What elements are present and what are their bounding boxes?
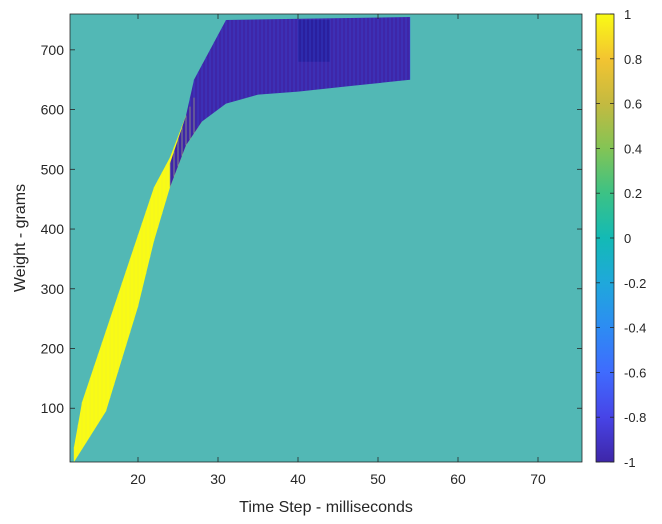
colorbar-tick-label: 0.4 bbox=[624, 141, 642, 156]
x-axis-ticks: 20 30 40 50 60 70 bbox=[130, 14, 546, 487]
y-axis-ticks: 100 200 300 400 500 600 700 bbox=[41, 42, 582, 416]
y-tick-label: 200 bbox=[41, 341, 65, 357]
colorbar-tick-label: -1 bbox=[624, 455, 636, 470]
x-tick-label: 70 bbox=[530, 471, 546, 487]
colorbar-tick-label: -0.4 bbox=[624, 321, 646, 336]
heatmap-streaks bbox=[73, 16, 411, 462]
colorbar-tick-label: 1 bbox=[624, 7, 631, 22]
y-tick-label: 100 bbox=[41, 400, 65, 416]
x-tick-label: 20 bbox=[130, 471, 146, 487]
y-tick-label: 300 bbox=[41, 281, 65, 297]
y-tick-label: 600 bbox=[41, 102, 65, 118]
y-tick-label: 500 bbox=[41, 161, 65, 177]
plot-border bbox=[69, 13, 583, 463]
x-tick-label: 50 bbox=[370, 471, 386, 487]
y-tick-label: 700 bbox=[41, 42, 65, 58]
colorbar-tick-label: 0.6 bbox=[624, 97, 642, 112]
y-tick-label: 400 bbox=[41, 221, 65, 237]
y-axis-label: Weight - grams bbox=[12, 184, 29, 292]
x-axis-label: Time Step - milliseconds bbox=[239, 499, 413, 516]
colorbar-tick-label: -0.2 bbox=[624, 276, 646, 291]
x-tick-label: 40 bbox=[290, 471, 306, 487]
x-tick-label: 30 bbox=[210, 471, 226, 487]
colorbar-tick-label: -0.8 bbox=[624, 410, 646, 425]
colorbar-ticks: 1 0.8 0.6 0.4 0.2 0 -0.2 -0.4 -0.6 -0.8 -1 bbox=[596, 7, 646, 470]
colorbar-tick-label: 0.8 bbox=[624, 52, 642, 67]
colorbar-tick-label: -0.6 bbox=[624, 365, 646, 380]
colorbar-tick-label: 0.2 bbox=[624, 186, 642, 201]
colorbar-tick-label: 0 bbox=[624, 231, 631, 246]
x-tick-label: 60 bbox=[450, 471, 466, 487]
